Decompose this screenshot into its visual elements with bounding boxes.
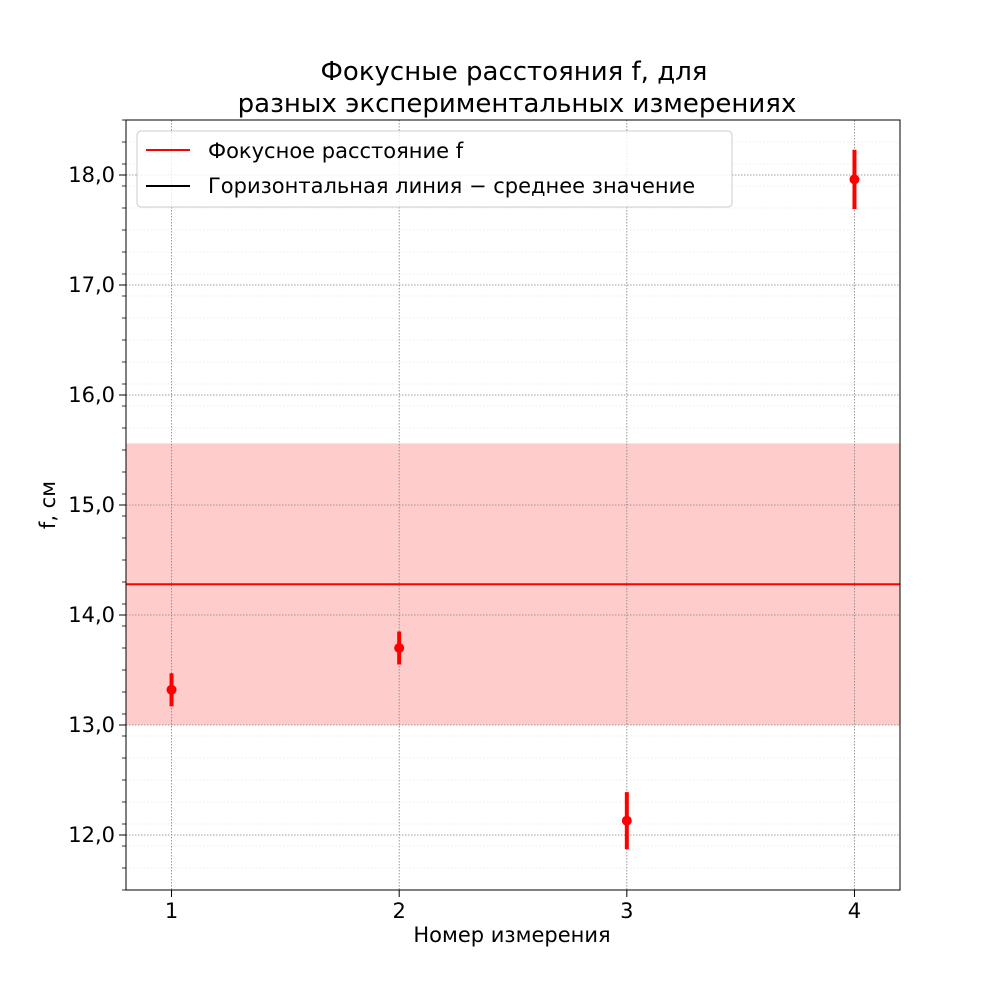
legend: Фокусное расстояние f Горизонтальная лин… [136,130,733,208]
data-point [394,643,405,653]
y-tick-label: 13,0 [68,713,115,737]
y-tick-label: 17,0 [68,273,115,297]
data-series [166,149,860,850]
legend-label-focal: Фокусное расстояние f [208,139,464,163]
y-tick-label: 16,0 [68,383,115,407]
x-tick-label: 2 [392,899,405,923]
x-axis-label: Номер измерения [413,923,610,947]
chart-title-line-2: разных экспериментальных измерениях [238,89,797,119]
y-tick-label: 14,0 [68,603,115,627]
x-tick-label: 4 [848,899,861,923]
x-tick-label: 1 [165,899,178,923]
y-axis-label: f, см [36,481,60,529]
x-tick-label: 3 [620,899,633,923]
legend-label-mean: Горизонтальная линия − среднее значение [208,174,695,198]
axes: 12,0 13,0 14,0 15,0 16,0 17,0 18,0 1 2 3 4 [68,119,861,923]
y-tick-label: 12,0 [68,823,115,847]
data-point [166,684,177,695]
y-tick-label: 15,0 [68,493,115,517]
data-point [621,815,632,826]
y-tick-label: 18,0 [68,163,115,187]
chart-title-line-1: Фокусные расстояния f, для [321,57,708,87]
data-point [849,174,860,185]
legend-box [136,130,733,208]
